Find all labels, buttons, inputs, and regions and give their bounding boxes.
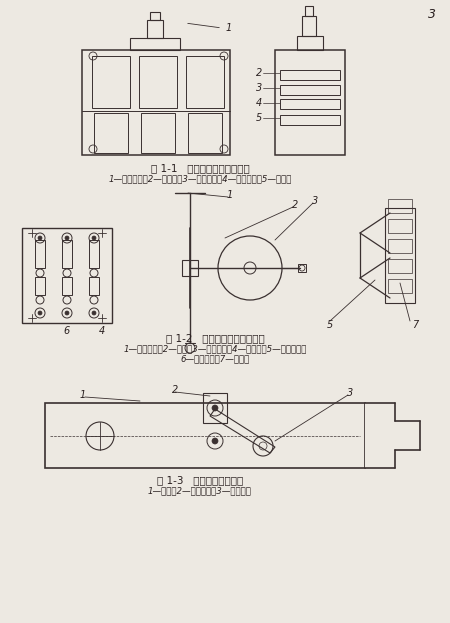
- Bar: [385, 208, 415, 303]
- Text: 3: 3: [428, 9, 436, 22]
- Text: 5: 5: [327, 320, 333, 330]
- Bar: [298, 264, 306, 272]
- Circle shape: [92, 236, 96, 240]
- Bar: [35, 240, 45, 268]
- Bar: [92, 56, 130, 108]
- Bar: [45, 403, 365, 468]
- Text: 1: 1: [226, 23, 232, 33]
- Text: 6—起端底板；7—刀舌。: 6—起端底板；7—刀舌。: [180, 354, 250, 363]
- Circle shape: [212, 438, 218, 444]
- Text: 1: 1: [227, 190, 233, 200]
- Bar: [305, 6, 313, 16]
- Bar: [139, 56, 177, 108]
- Circle shape: [38, 236, 42, 240]
- Bar: [280, 115, 340, 125]
- Bar: [141, 113, 175, 153]
- Text: 1: 1: [80, 390, 86, 400]
- Bar: [62, 240, 72, 268]
- Bar: [275, 50, 345, 155]
- Text: 3: 3: [312, 196, 318, 206]
- Circle shape: [65, 236, 69, 240]
- Text: 2: 2: [172, 385, 178, 395]
- Bar: [388, 259, 412, 273]
- Text: 图 1-1   三极直接操作刀型开关: 图 1-1 三极直接操作刀型开关: [151, 163, 249, 173]
- Bar: [302, 16, 316, 36]
- Bar: [280, 70, 340, 80]
- Circle shape: [92, 311, 96, 315]
- Bar: [388, 219, 412, 233]
- Bar: [388, 199, 412, 213]
- Text: 1—刀舌；2—压力插簧；3—灭弧刀。: 1—刀舌；2—压力插簧；3—灭弧刀。: [148, 486, 252, 495]
- Text: 7: 7: [412, 320, 418, 330]
- Bar: [150, 12, 160, 20]
- Bar: [280, 85, 340, 95]
- Circle shape: [212, 405, 218, 411]
- Text: 1—操作手柄；2—摆杆；3—传动机构；4—静插座；5—灭弧刀片；: 1—操作手柄；2—摆杆；3—传动机构；4—静插座；5—灭弧刀片；: [123, 344, 307, 353]
- Bar: [297, 36, 323, 50]
- Bar: [388, 239, 412, 253]
- Bar: [130, 38, 180, 50]
- Text: 2: 2: [292, 200, 298, 210]
- Text: 6: 6: [64, 326, 70, 336]
- Text: 3: 3: [256, 83, 262, 93]
- Bar: [35, 277, 45, 295]
- Text: 3: 3: [347, 388, 353, 398]
- Bar: [89, 277, 99, 295]
- Circle shape: [38, 311, 42, 315]
- Text: 1—操作手柄；2—弹簧座；3—起端底板；4—灭弧刀片；5—刀舌。: 1—操作手柄；2—弹簧座；3—起端底板；4—灭弧刀片；5—刀舌。: [108, 174, 292, 183]
- Bar: [365, 403, 425, 468]
- Text: 图 1-2   三极杠杆操作刀型开关: 图 1-2 三极杠杆操作刀型开关: [166, 333, 265, 343]
- Bar: [203, 393, 227, 423]
- Text: 5: 5: [256, 113, 262, 123]
- Bar: [188, 113, 222, 153]
- Bar: [62, 277, 72, 295]
- Bar: [82, 50, 230, 155]
- Bar: [186, 56, 224, 108]
- Text: 2: 2: [256, 68, 262, 78]
- Bar: [89, 240, 99, 268]
- Bar: [22, 228, 112, 323]
- Bar: [280, 99, 340, 109]
- Circle shape: [65, 311, 69, 315]
- Bar: [147, 20, 163, 38]
- Text: 4: 4: [256, 98, 262, 108]
- Bar: [94, 113, 128, 153]
- Text: 4: 4: [99, 326, 105, 336]
- Bar: [388, 279, 412, 293]
- Bar: [182, 260, 198, 276]
- Text: 图 1-3   带有灭弧刀的刀舌: 图 1-3 带有灭弧刀的刀舌: [157, 475, 243, 485]
